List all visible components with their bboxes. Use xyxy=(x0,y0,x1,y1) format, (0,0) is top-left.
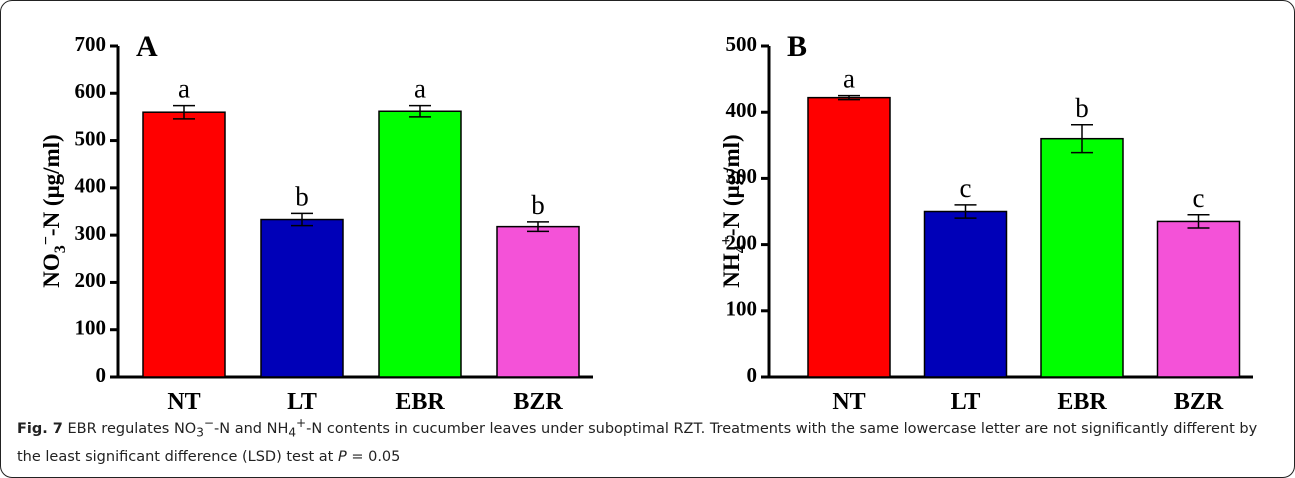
error-bar xyxy=(954,204,977,219)
bar xyxy=(142,111,226,378)
x-tick-label: BZR xyxy=(1174,389,1224,411)
significance-letter: b xyxy=(295,181,309,211)
y-tick-label: 100 xyxy=(75,316,107,340)
significance-letter: b xyxy=(531,190,545,220)
bar xyxy=(496,225,580,378)
caption-label: Fig. 7 xyxy=(17,420,63,437)
caption-sup: + xyxy=(296,416,307,430)
y-tick-label: 200 xyxy=(726,230,758,254)
error-bar xyxy=(1187,214,1210,229)
x-tick-label: EBR xyxy=(1057,389,1107,411)
x-tick-label: LT xyxy=(951,389,981,411)
panel-label: A xyxy=(136,30,158,63)
significance-letter: b xyxy=(1075,93,1089,123)
caption-italic: P xyxy=(337,448,347,465)
caption-text: = 0.05 xyxy=(346,448,401,465)
significance-letter: a xyxy=(178,74,190,104)
y-tick-label: 0 xyxy=(747,363,758,387)
caption-text: -N and NH xyxy=(214,420,289,437)
caption-text: EBR regulates NO xyxy=(67,420,197,437)
y-tick-label: 700 xyxy=(75,32,107,56)
bar xyxy=(1156,220,1241,378)
y-tick-label: 0 xyxy=(96,363,107,387)
error-bar xyxy=(409,104,431,118)
label-part: -N (μg/ml) xyxy=(39,134,64,236)
bar xyxy=(260,218,344,378)
y-tick-label: 600 xyxy=(75,79,107,103)
error-bar xyxy=(1071,124,1093,154)
significance-letter: c xyxy=(960,173,972,203)
significance-letter: a xyxy=(843,64,855,94)
label-part: NO xyxy=(39,253,64,288)
bar xyxy=(378,110,462,378)
panel-label: B xyxy=(787,30,807,63)
significance-letter: a xyxy=(414,74,426,104)
bar xyxy=(1040,137,1124,378)
x-tick-label: NT xyxy=(167,389,200,411)
x-tick-label: EBR xyxy=(395,389,445,411)
label-sup: + xyxy=(718,236,735,245)
caption-text: -N contents in cucumber leaves under sub… xyxy=(17,420,1258,465)
caption-sub: 4 xyxy=(288,425,297,440)
charts: NO3−-N (μg/ml) NH4+-N (μg/ml) 0100200300… xyxy=(38,30,1253,411)
y-tick-label: 500 xyxy=(75,126,107,150)
y-tick-label: 100 xyxy=(726,297,758,321)
x-tick-label: LT xyxy=(287,389,317,411)
error-bar xyxy=(291,212,313,227)
y-axis-label: NO3−-N (μg/ml) xyxy=(38,134,69,287)
error-bar xyxy=(838,94,860,101)
y-tick-label: 300 xyxy=(75,221,107,245)
y-axis-label: NH4+-N (μg/ml) xyxy=(718,134,749,287)
y-tick-label: 300 xyxy=(726,164,758,188)
label-sub: 3 xyxy=(52,245,69,253)
y-tick-label: 400 xyxy=(75,174,107,198)
label-part: NH xyxy=(719,253,744,288)
label-sup: − xyxy=(38,236,55,245)
caption-sub: 3 xyxy=(196,425,204,440)
significance-letter: c xyxy=(1193,183,1205,213)
bar xyxy=(923,210,1008,378)
label-part: -N (μg/ml) xyxy=(719,134,744,236)
y-tick-label: 500 xyxy=(726,32,758,56)
label-sub: 4 xyxy=(732,245,749,253)
caption: Fig. 7 EBR regulates NO3−-N and NH4+-N c… xyxy=(17,411,1279,469)
caption-sup: − xyxy=(203,416,215,430)
bar xyxy=(807,96,891,378)
error-bar xyxy=(173,104,195,120)
error-bar xyxy=(527,221,549,233)
x-tick-label: BZR xyxy=(513,389,563,411)
y-tick-label: 400 xyxy=(726,98,758,122)
y-tick-label: 200 xyxy=(75,268,107,292)
x-tick-label: NT xyxy=(832,389,865,411)
